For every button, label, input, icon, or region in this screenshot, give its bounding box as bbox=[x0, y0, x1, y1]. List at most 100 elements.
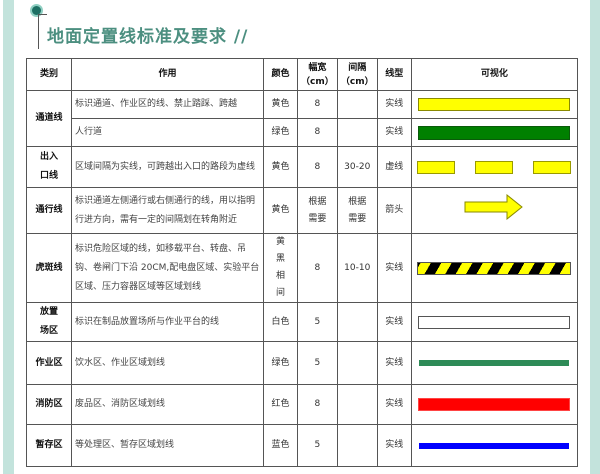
cell-line-type-text: 实线 bbox=[385, 440, 404, 450]
cell-color: 黄色 bbox=[263, 187, 298, 234]
floor-line-standards-table: 类别 作用 颜色 幅宽 （cm） 间隔 （cm） 线型 可视化 通道线 标识通道、作业… bbox=[26, 58, 579, 467]
cell-color: 绿色 bbox=[263, 341, 298, 385]
header-width-unit: （cm） bbox=[301, 76, 334, 87]
right-decorative-stripe bbox=[590, 0, 600, 474]
header-category: 类别 bbox=[26, 58, 72, 91]
cell-line-type: 实线 bbox=[376, 424, 412, 467]
header-line-type: 线型 bbox=[376, 58, 412, 91]
cell-purpose: 标识在制品放置场所与作业平台的线 bbox=[71, 302, 264, 342]
cell-purpose-text: 标识通道左侧通行或右侧通行的线，用以指明行进方向，需有一定的间隔划在转角附近 bbox=[75, 195, 256, 225]
table-row: 通行线 标识通道左侧通行或右侧通行的线，用以指明行进方向，需有一定的间隔划在转角附… bbox=[26, 187, 579, 234]
cell-color: 黄色 bbox=[263, 90, 298, 119]
cell-color: 黄黑相间 bbox=[263, 233, 298, 303]
cell-purpose-text: 饮水区、作业区域划线 bbox=[75, 357, 166, 368]
cell-color: 蓝色 bbox=[263, 424, 298, 467]
cell-line-type: 箭头 bbox=[376, 187, 412, 234]
cell-purpose: 废品区、消防区域划线 bbox=[71, 384, 264, 425]
dash-segment bbox=[475, 160, 514, 174]
cell-width-text: 8 bbox=[314, 161, 321, 172]
line-visual-solid bbox=[418, 398, 571, 411]
line-visual-solid bbox=[418, 315, 571, 329]
table-header-row: 类别 作用 颜色 幅宽 （cm） 间隔 （cm） 线型 可视化 bbox=[26, 58, 579, 91]
category-label: 通道线 bbox=[35, 113, 63, 123]
cell-category: 暂存区 bbox=[26, 424, 72, 467]
cell-line-type: 实线 bbox=[376, 233, 412, 303]
header-visual: 可视化 bbox=[410, 58, 579, 91]
cell-color-text: 黄黑相间 bbox=[275, 237, 285, 298]
cell-category: 放置场区 bbox=[26, 302, 72, 342]
table-row: 虎斑线 标识危险区域的线，如移载平台、转盘、吊钩、卷闸门下沿 20CM,配电盘区域… bbox=[26, 233, 579, 303]
cell-width-text: 5 bbox=[314, 316, 321, 327]
cell-width: 根据需要 bbox=[297, 187, 338, 234]
cell-width: 8 bbox=[297, 90, 338, 119]
cell-line-type-text: 实线 bbox=[385, 357, 404, 368]
cell-width: 8 bbox=[297, 146, 338, 188]
table-row: 作业区 饮水区、作业区域划线 绿色 5 实线 bbox=[26, 341, 579, 385]
cell-category: 虎斑线 bbox=[26, 233, 72, 303]
cell-purpose-text: 标识在制品放置场所与作业平台的线 bbox=[75, 316, 220, 327]
table-row: 放置场区 标识在制品放置场所与作业平台的线 白色 5 实线 bbox=[26, 302, 579, 342]
cell-color: 绿色 bbox=[263, 118, 298, 147]
title-bracket-line bbox=[38, 14, 47, 49]
line-visual-thin bbox=[419, 442, 570, 449]
header-width: 幅宽 （cm） bbox=[297, 58, 338, 91]
cell-gap: 10-10 bbox=[336, 233, 378, 303]
cell-width-text: 8 bbox=[314, 262, 321, 273]
cell-gap bbox=[336, 118, 378, 147]
dash-segment bbox=[417, 160, 456, 174]
cell-line-type: 实线 bbox=[376, 118, 412, 147]
cell-line-type-text: 实线 bbox=[385, 399, 404, 409]
table-row: 消防区 废品区、消防区域划线 红色 8 实线 bbox=[26, 384, 579, 425]
dash-segment bbox=[533, 160, 572, 174]
cell-category: 通道线 bbox=[26, 90, 72, 147]
line-visual-solid bbox=[418, 125, 571, 140]
left-decorative-stripe bbox=[3, 0, 14, 474]
cell-color-text: 黄色 bbox=[271, 99, 290, 109]
cell-color-text: 黄色 bbox=[271, 205, 290, 215]
cell-purpose: 等处理区、暂存区域划线 bbox=[71, 424, 264, 467]
cell-width: 8 bbox=[297, 384, 338, 425]
cell-category: 出入口线 bbox=[26, 146, 72, 188]
cell-color-text: 白色 bbox=[271, 316, 290, 327]
header-color: 颜色 bbox=[263, 58, 298, 91]
arrow-right-icon bbox=[464, 193, 524, 221]
cell-visual bbox=[410, 341, 579, 385]
cell-purpose: 区域间隔为实线，可跨越出入口的路段为虚线 bbox=[71, 146, 264, 188]
cell-gap bbox=[336, 90, 378, 119]
table-row: 人行道 绿色 8 实线 bbox=[27, 118, 579, 147]
cell-visual bbox=[410, 233, 579, 303]
cell-color: 白色 bbox=[263, 302, 298, 342]
cell-width-text: 8 bbox=[314, 99, 321, 109]
cell-category: 消防区 bbox=[26, 384, 72, 425]
cell-color-text: 黄色 bbox=[271, 161, 290, 172]
cell-visual bbox=[410, 90, 579, 119]
category-label: 通行线 bbox=[35, 205, 63, 215]
cell-width: 5 bbox=[297, 341, 338, 385]
cell-line-type-text: 实线 bbox=[385, 316, 404, 327]
header-gap-label: 间隔 bbox=[348, 62, 367, 73]
header-purpose: 作用 bbox=[71, 58, 264, 91]
header-gap-unit: （cm） bbox=[340, 76, 374, 87]
cell-line-type-text: 实线 bbox=[385, 99, 404, 109]
cell-purpose-text: 标识通道、作业区的线、禁止踏踩、跨越 bbox=[75, 99, 238, 109]
cell-visual bbox=[410, 146, 579, 188]
cell-purpose-text: 等处理区、暂存区域划线 bbox=[75, 440, 175, 450]
table-row: 暂存区 等处理区、暂存区域划线 蓝色 5 实线 bbox=[26, 424, 579, 467]
line-visual-solid bbox=[418, 98, 571, 111]
cell-line-type: 实线 bbox=[376, 90, 412, 119]
cell-line-type-text: 实线 bbox=[385, 127, 404, 137]
cell-color: 红色 bbox=[263, 384, 298, 425]
line-visual-arrow bbox=[415, 193, 574, 227]
cell-purpose: 标识危险区域的线，如移载平台、转盘、吊钩、卷闸门下沿 20CM,配电盘区域、实验… bbox=[71, 233, 264, 303]
header-gap: 间隔 （cm） bbox=[336, 58, 378, 91]
category-label: 消防区 bbox=[35, 399, 63, 409]
cell-purpose: 人行道 bbox=[71, 118, 264, 147]
cell-line-type-text: 箭头 bbox=[385, 205, 404, 215]
cell-purpose: 饮水区、作业区域划线 bbox=[71, 341, 264, 385]
cell-gap bbox=[336, 341, 378, 385]
line-visual-thin bbox=[419, 360, 570, 366]
page-title: 地面定置线标准及要求 // bbox=[47, 27, 249, 47]
cell-category: 作业区 bbox=[26, 341, 72, 385]
category-label: 暂存区 bbox=[35, 440, 63, 450]
line-visual-dashed bbox=[417, 160, 572, 174]
